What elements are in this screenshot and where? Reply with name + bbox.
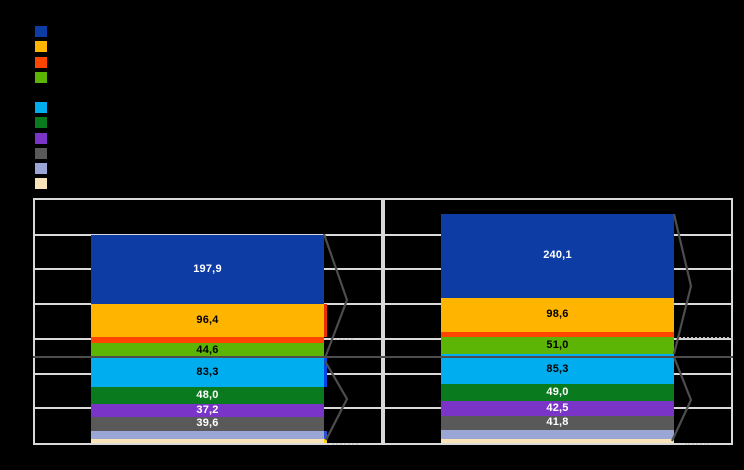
segment-value-label: 41,8 [546, 416, 569, 429]
bar-segment-light-green: 51,0 [441, 336, 674, 355]
segment-edge-accent [324, 358, 327, 388]
legend-swatch-cyan [35, 102, 47, 113]
bar-segment-cyan: 85,3 [441, 354, 674, 384]
plot-gridline [35, 233, 381, 236]
segment-value-label: 240,1 [543, 249, 572, 262]
bar-segment-purple: 37,2 [91, 403, 324, 417]
bar-segment-blue-gray [91, 430, 327, 439]
bar-segment-orange-red [91, 337, 324, 343]
bar-segment-dark-green: 49,0 [441, 383, 674, 401]
legend-group-upper [35, 26, 47, 87]
bar-segment-tan [91, 438, 327, 443]
segment-value-label: 83,3 [196, 366, 219, 379]
bar-segment-dark-gray: 41,8 [441, 415, 674, 431]
stacked-bar-left: 197,9 96,4 44,6 83,3 48,0 37,2 39,6 [91, 235, 327, 443]
group-brace-lower [671, 356, 693, 442]
chart-panel-right: 240,1 98,6 51,0 85,3 49,0 42,5 41,8 [383, 198, 733, 445]
dotted-leader-right-tan [685, 443, 709, 445]
bar-segment-blue-gray [441, 430, 674, 440]
legend-swatch-blue-gray [35, 163, 47, 175]
dotted-leader-left-orangered [330, 338, 353, 340]
legend-group-lower [35, 102, 47, 194]
plot-area-left: 197,9 96,4 44,6 83,3 48,0 37,2 39,6 [35, 200, 381, 443]
dotted-leader-left-tan [327, 443, 358, 445]
segment-value-label: 98,6 [546, 308, 569, 321]
stacked-bar-right: 240,1 98,6 51,0 85,3 49,0 42,5 41,8 [441, 214, 674, 443]
legend-swatch-dark-gray [35, 147, 47, 159]
bar-segment-dark-gray: 39,6 [91, 416, 324, 431]
segment-value-label: 49,0 [546, 385, 569, 398]
segment-value-label: 48,0 [196, 389, 219, 402]
segment-edge-accent [324, 438, 327, 443]
segment-edge-accent [324, 303, 327, 338]
bar-segment-dark-blue: 240,1 [441, 214, 674, 298]
segment-value-label: 44,6 [196, 344, 219, 357]
bar-segment-light-green: 44,6 [91, 342, 324, 359]
segment-value-label: 96,4 [196, 314, 219, 327]
bar-segment-purple: 42,5 [441, 400, 674, 416]
bar-segment-dark-green: 48,0 [91, 387, 324, 404]
segment-value-label: 85,3 [546, 362, 569, 375]
segment-value-label: 42,5 [546, 401, 569, 414]
legend-swatch-purple [35, 132, 47, 144]
bar-segment-orange: 96,4 [91, 303, 327, 338]
bar-segment-orange: 98,6 [441, 297, 674, 332]
dotted-leader-right-orangered [679, 337, 733, 339]
legend-swatch-light-green [35, 71, 47, 83]
legend-swatch-dark-green [35, 117, 47, 129]
segment-edge-accent [324, 430, 327, 439]
segment-value-label: 39,6 [196, 417, 219, 430]
legend-swatch-orange [35, 41, 47, 53]
segment-value-label: 197,9 [193, 263, 222, 275]
segment-value-label: 37,2 [196, 403, 219, 416]
legend-swatch-dark-blue [35, 26, 47, 37]
legend-swatch-tan [35, 178, 47, 190]
bar-segment-dark-blue: 197,9 [91, 235, 324, 304]
segment-value-label: 51,0 [546, 338, 569, 351]
plot-area-right: 240,1 98,6 51,0 85,3 49,0 42,5 41,8 [385, 200, 731, 443]
chart-panel-left: 197,9 96,4 44,6 83,3 48,0 37,2 39,6 [33, 198, 383, 445]
legend-swatch-orange-red [35, 56, 47, 68]
bar-segment-tan [441, 439, 674, 443]
bar-segment-cyan: 83,3 [91, 358, 327, 388]
group-boundary-line [33, 356, 733, 358]
bar-segment-orange-red [441, 331, 674, 337]
